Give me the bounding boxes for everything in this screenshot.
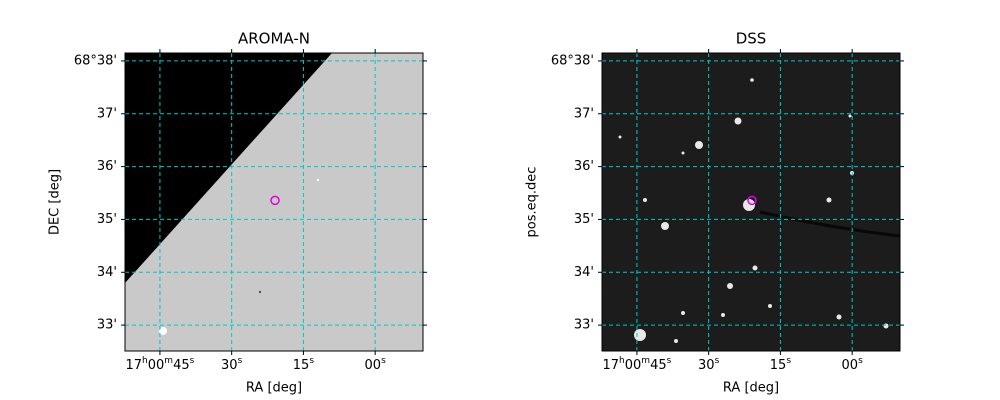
y-tick-label: 37' [574,106,594,121]
star [159,327,167,335]
x-tick-label: 15s [293,356,315,373]
axes-frame [124,52,424,352]
x-tick-label: 30s [221,356,243,373]
stars [618,78,889,343]
x-axis-label: RA [deg] [723,381,779,396]
x-tick-label: 15s [770,356,792,373]
y-tick-label: 34' [97,265,117,280]
target-marker [270,195,280,206]
y-axis-label: pos.eq.dec [525,167,540,238]
x-tick-label: 00s [365,356,387,373]
panel-title: AROMA-N [238,30,310,48]
star [258,290,262,294]
y-tick-label: 34' [574,265,594,280]
y-tick-label: 35' [97,212,117,227]
y-tick-label: 33' [97,318,117,333]
y-tick-label: 35' [574,212,594,227]
y-tick-label: 36' [574,159,594,174]
x-tick-label: 00s [842,356,864,373]
dss-image [602,53,901,351]
y-tick-label: 68°38' [551,53,594,68]
target-marker [747,195,757,206]
y-tick-label: 33' [574,318,594,333]
axes-frame [601,52,901,352]
panel-title: DSS [736,30,767,48]
artifact [759,210,901,238]
y-tick-label: 36' [97,159,117,174]
y-tick-label: 37' [97,106,117,121]
x-tick-label: 17h00m45s [602,356,671,373]
no-coverage [125,53,332,283]
star [316,178,320,182]
y-axis-label: DEC [deg] [48,169,63,235]
x-axis-label: RA [deg] [246,381,302,396]
x-tick-label: 17h00m45s [125,356,194,373]
aroma-image [125,53,423,351]
x-tick-label: 30s [698,356,720,373]
y-tick-label: 68°38' [74,53,117,68]
